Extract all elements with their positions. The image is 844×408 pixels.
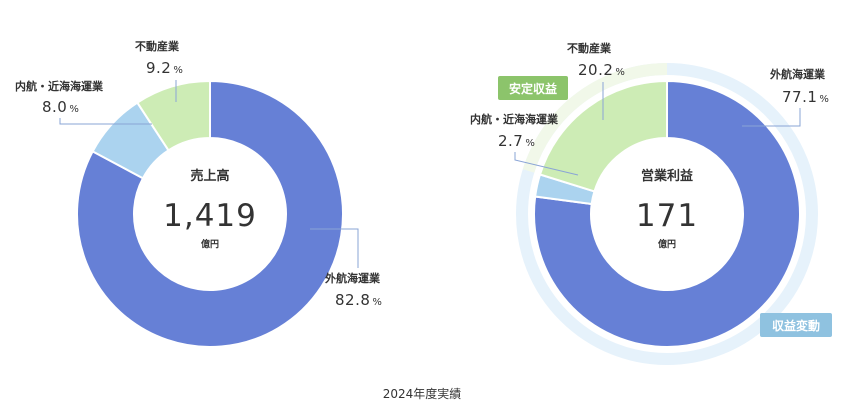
profit-donut-leaders [514, 82, 801, 176]
sales-ocean-label: 外航海運業 [324, 271, 381, 285]
volatile-income-badge-text: 収益変動 [772, 318, 820, 333]
sales-center-unit: 億円 [201, 238, 219, 250]
volatile-income-badge: 収益変動 [760, 313, 832, 337]
profit-realestate-value: 20.2% [578, 61, 625, 79]
sales-realestate-value-number: 9.2 [146, 59, 171, 77]
profit-center-title: 営業利益 [641, 168, 693, 184]
profit-ocean-value-unit: % [819, 94, 829, 105]
sales-coastal-label: 内航・近海海運業 [15, 79, 104, 93]
profit-donut-slices [533, 79, 801, 348]
profit-ocean-value-number: 77.1 [782, 88, 817, 106]
profit-coastal-leader [514, 152, 579, 176]
sales-donut-slices [76, 79, 344, 348]
sales-slice-ocean [76, 79, 344, 348]
profit-coastal-value-number: 2.7 [498, 132, 523, 150]
profit-slice-ocean [533, 79, 801, 348]
sales-realestate-value: 9.2% [146, 59, 183, 77]
sales-center-title: 売上高 [190, 168, 229, 184]
profit-outer-ring-arcs [522, 63, 668, 173]
sales-realestate-value-unit: % [173, 65, 183, 76]
sales-donut-leaders [59, 80, 359, 268]
sales-ocean-leader [310, 228, 359, 268]
stable-income-badge: 安定収益 [498, 76, 568, 100]
profit-ocean-value: 77.1% [782, 88, 829, 106]
sales-slice-realestate [135, 79, 211, 152]
profit-donut: 営業利益 171 億円 安定収益 収益変動 外航海運業 77.1% 内航・近海海… [470, 41, 832, 365]
sales-donut: 売上高 1,419 億円 外航海運業 82.8% 内航・近海海運業 8.0% 不… [15, 39, 382, 348]
profit-outer-ring-stable-arc [522, 63, 668, 173]
sales-ocean-value-unit: % [372, 297, 382, 308]
sales-coastal-leader [59, 118, 152, 125]
stable-income-badge-text: 安定収益 [509, 81, 557, 96]
profit-realestate-label: 不動産業 [567, 41, 612, 55]
stable-income-badge-bg [498, 76, 568, 100]
profit-realestate-value-number: 20.2 [578, 61, 613, 79]
profit-ocean-leader [742, 108, 801, 127]
volatile-income-badge-bg [760, 313, 832, 337]
sales-center-value: 1,419 [163, 198, 257, 234]
profit-coastal-value-unit: % [525, 138, 535, 149]
profit-ocean-label: 外航海運業 [769, 67, 826, 81]
sales-coastal-value-number: 8.0 [42, 98, 67, 116]
sales-ocean-value-number: 82.8 [335, 291, 370, 309]
sales-realestate-label: 不動産業 [135, 39, 180, 53]
profit-realestate-value-unit: % [615, 67, 625, 78]
profit-slice-realestate [538, 79, 668, 193]
sales-coastal-value-unit: % [69, 104, 79, 115]
profit-coastal-value: 2.7% [498, 132, 535, 150]
profit-center-unit: 億円 [658, 238, 676, 250]
sales-ocean-value: 82.8% [335, 291, 382, 309]
sales-coastal-value: 8.0% [42, 98, 79, 116]
chart-caption: 2024年度実績 [382, 387, 462, 401]
profit-coastal-label: 内航・近海海運業 [470, 112, 559, 126]
profit-center-value: 171 [636, 198, 698, 234]
